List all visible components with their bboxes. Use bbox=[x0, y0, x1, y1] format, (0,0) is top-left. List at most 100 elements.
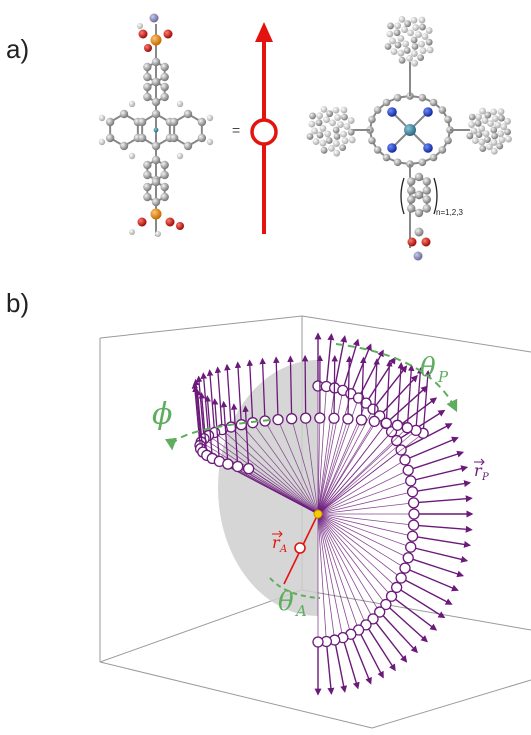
fan-spoke bbox=[317, 419, 362, 515]
atom bbox=[98, 138, 106, 146]
atom bbox=[347, 117, 355, 124]
atom bbox=[468, 121, 475, 128]
atom bbox=[151, 141, 161, 151]
polarization-arrow bbox=[273, 356, 280, 420]
repeat-brackets bbox=[400, 177, 438, 215]
dipole-site bbox=[407, 497, 420, 509]
r-a-label: r bbox=[272, 533, 281, 552]
atom bbox=[315, 119, 323, 127]
polarization-arrow bbox=[242, 405, 250, 469]
fan-spoke bbox=[241, 424, 319, 515]
polarization-arrow bbox=[350, 634, 372, 685]
atom bbox=[413, 251, 423, 261]
fan-spoke bbox=[317, 513, 352, 635]
atom bbox=[414, 227, 424, 237]
atom bbox=[98, 114, 106, 122]
atom bbox=[474, 119, 482, 127]
atom bbox=[160, 170, 169, 180]
atom bbox=[311, 127, 318, 135]
atom bbox=[410, 36, 418, 44]
atom bbox=[151, 57, 161, 67]
atom bbox=[332, 106, 340, 114]
polarization-arrow bbox=[192, 385, 202, 449]
fan-spoke bbox=[317, 459, 406, 515]
dipole-site bbox=[360, 397, 372, 409]
atom bbox=[384, 43, 392, 50]
atom bbox=[468, 113, 476, 121]
polarization-arrow bbox=[410, 465, 469, 482]
atom bbox=[149, 13, 159, 23]
polarization-arrow bbox=[415, 367, 424, 431]
atom bbox=[478, 138, 486, 146]
fan-spoke bbox=[317, 513, 413, 537]
dipole-site bbox=[222, 458, 234, 470]
atom bbox=[421, 237, 431, 247]
polarization-arrow bbox=[404, 436, 459, 461]
polarization-arrow bbox=[224, 363, 232, 428]
fan-spoke bbox=[317, 417, 321, 515]
polarization-arrow bbox=[230, 403, 239, 467]
fan-spoke bbox=[317, 513, 402, 579]
atom bbox=[481, 117, 489, 124]
atom bbox=[407, 186, 416, 195]
dipole-site bbox=[314, 412, 326, 424]
atom bbox=[150, 208, 162, 220]
polarization-arrow-fans bbox=[191, 332, 474, 696]
atom bbox=[334, 114, 342, 121]
atom bbox=[407, 195, 416, 204]
polarization-arrow bbox=[200, 372, 210, 436]
atom bbox=[165, 217, 175, 227]
atom bbox=[407, 29, 415, 37]
polarization-arrow bbox=[214, 366, 223, 430]
atom bbox=[328, 145, 335, 152]
dipole-site bbox=[391, 419, 404, 431]
atom bbox=[340, 130, 348, 138]
atom bbox=[422, 195, 431, 204]
polarization-arrow bbox=[379, 611, 418, 654]
atom bbox=[393, 29, 401, 37]
polarization-arrow bbox=[365, 624, 396, 672]
atom bbox=[486, 143, 493, 151]
atom bbox=[419, 23, 426, 31]
atom bbox=[160, 192, 169, 202]
fan-spoke bbox=[317, 422, 387, 515]
polarization-arrow bbox=[198, 392, 208, 456]
polarization-arrow bbox=[400, 577, 453, 605]
atom bbox=[387, 143, 397, 153]
atom bbox=[479, 145, 487, 153]
polarization-arrow bbox=[211, 398, 221, 462]
atom bbox=[323, 116, 330, 124]
fan-spoke bbox=[317, 513, 414, 526]
atom bbox=[490, 139, 498, 146]
atom bbox=[425, 38, 433, 46]
atom bbox=[475, 131, 483, 139]
polarization-arrow bbox=[385, 385, 428, 425]
dipole-site bbox=[402, 552, 414, 564]
atom bbox=[497, 130, 505, 138]
atom bbox=[306, 133, 314, 140]
atom bbox=[197, 117, 207, 127]
fan-spoke bbox=[317, 513, 387, 605]
atom bbox=[403, 47, 411, 54]
atom bbox=[138, 29, 148, 39]
atom bbox=[160, 72, 169, 82]
polarization-arrow bbox=[391, 595, 438, 631]
polarization-arrow bbox=[333, 639, 348, 693]
atom bbox=[471, 137, 479, 145]
dipole-site bbox=[380, 598, 392, 611]
atom bbox=[320, 146, 328, 154]
dipole-site bbox=[385, 590, 398, 602]
atom bbox=[484, 136, 491, 144]
atom bbox=[505, 135, 512, 143]
atom bbox=[398, 56, 406, 64]
atom bbox=[319, 139, 327, 147]
fan-spoke bbox=[317, 513, 374, 620]
atom bbox=[309, 112, 316, 120]
fan-spoke bbox=[317, 513, 411, 548]
dipole-site bbox=[328, 412, 340, 424]
polarization-arrow bbox=[412, 480, 472, 493]
dipole-site bbox=[399, 562, 411, 574]
atom bbox=[482, 130, 490, 138]
dipole-site bbox=[312, 636, 324, 648]
